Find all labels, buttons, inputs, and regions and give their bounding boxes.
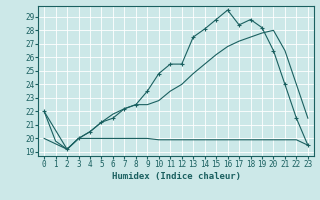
X-axis label: Humidex (Indice chaleur): Humidex (Indice chaleur) [111, 172, 241, 181]
